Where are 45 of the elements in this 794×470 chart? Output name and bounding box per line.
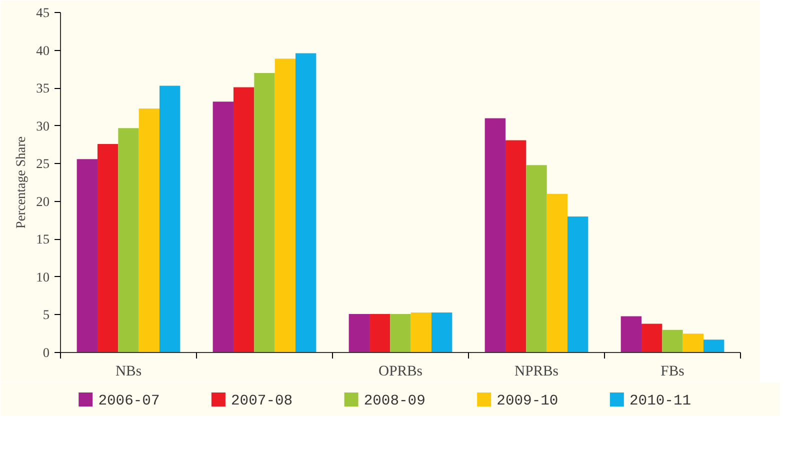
bar [390,314,411,352]
bar [526,165,547,352]
bar [233,87,254,352]
bar [505,140,526,352]
y-tick-label: 30 [36,118,50,134]
bar [348,314,370,352]
legend-label: 2008-09 [364,394,426,410]
bar [118,128,139,352]
y-axis-title: Percentage Share [13,136,28,229]
bar [620,316,642,352]
bar [160,86,180,352]
bar [546,194,568,352]
bar [97,144,118,352]
bar [296,53,316,352]
legend-label: 2009-10 [496,394,558,410]
x-tick-label: OPRBs [378,364,423,380]
y-tick-label: 0 [42,345,50,360]
x-tick-label: NPRBs [514,364,559,380]
bar [682,334,704,352]
bar [432,312,452,352]
bar [274,58,296,352]
bar [484,118,506,352]
y-tick-label: 5 [42,307,50,322]
bar [76,159,98,352]
legend-label: 2007-08 [231,394,293,410]
bar [410,312,432,352]
y-tick-label: 15 [36,232,50,247]
x-tick-label: NBs [115,364,142,380]
x-tick-label: FBs [660,364,685,380]
y-tick-label: 35 [36,80,50,96]
y-tick-label: 10 [36,269,50,284]
legend-label: 2010-11 [629,394,692,410]
bar [212,102,234,352]
bar [369,314,390,352]
bar [568,216,588,352]
y-tick-label: 40 [36,42,50,58]
y-tick-label: 20 [36,194,50,209]
bar [662,330,683,352]
legend-label: 2006-07 [98,394,160,410]
bar [138,108,160,352]
y-tick-label: 45 [36,5,50,20]
bar [254,72,275,352]
bar [641,324,662,352]
y-tick-label: 25 [36,156,50,172]
bar [704,340,724,352]
